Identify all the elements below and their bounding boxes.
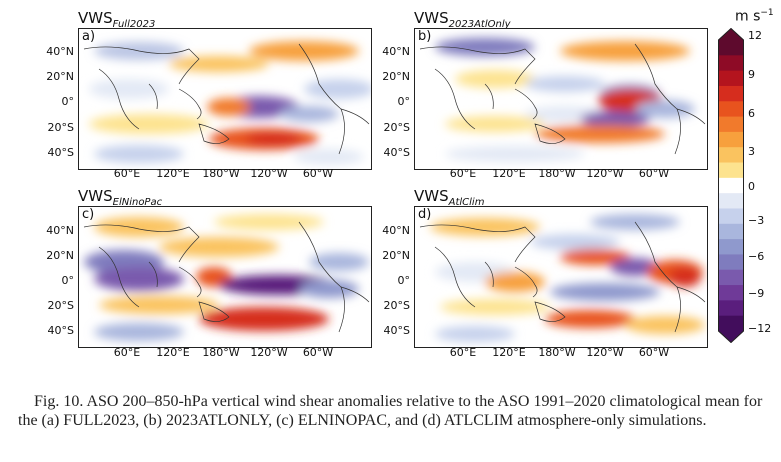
colorbar-segment <box>718 55 744 72</box>
colorbar-segment <box>718 254 744 271</box>
lat-label-40s-a: 40°S <box>47 146 74 159</box>
lon-label-60e-d: 60°E <box>449 346 477 359</box>
panel-b-title: VWS2023AtlOnly <box>414 9 511 30</box>
colorbar-unit: m s−1 <box>735 8 774 25</box>
panel-d-map: d) <box>414 206 708 348</box>
lon-label-180w-c: 180°W <box>202 346 240 359</box>
colorbar-tick-3: 3 <box>748 145 755 158</box>
colorbar-outline <box>718 28 744 343</box>
colorbar-tick-neg12: −12 <box>748 322 772 335</box>
colorbar-tick-neg6: −6 <box>748 250 765 263</box>
colorbar-segment <box>718 85 744 102</box>
colorbar-segment <box>718 300 744 317</box>
panel-c-title: VWSElNinoPac <box>78 187 163 208</box>
colorbar-tick-neg9: −9 <box>748 287 765 300</box>
lat-label-eq-b: 0° <box>397 95 411 108</box>
lon-label-120e-a: 120°E <box>156 167 190 180</box>
lat-label-20n-a: 20°N <box>46 70 74 83</box>
panel-a-title: VWSFull2023 <box>78 9 156 30</box>
lon-label-60w-d: 60°W <box>638 346 670 359</box>
colorbar-segment <box>718 208 744 225</box>
lat-label-40n-b: 40°N <box>382 45 410 58</box>
colorbar-tick-6: 6 <box>748 107 755 120</box>
lat-label-40n-c: 40°N <box>46 224 74 237</box>
lon-label-120e-d: 120°E <box>492 346 526 359</box>
caption-text: Fig. 10. ASO 200–850-hPa vertical wind s… <box>18 393 763 429</box>
panel-b-letter: b) <box>418 29 432 44</box>
lon-label-60e-a: 60°E <box>113 167 141 180</box>
colorbar-segment <box>718 177 744 194</box>
panel-a-letter: a) <box>82 29 96 44</box>
lat-label-20s-c: 20°S <box>47 299 74 312</box>
colorbar-segment <box>718 40 744 56</box>
panel-c-map: c) <box>78 206 372 348</box>
shear-anomaly-map-c <box>83 214 370 341</box>
colorbar-segment <box>718 147 744 164</box>
colorbar-segment <box>718 131 744 148</box>
colorbar-segment <box>718 193 744 209</box>
lat-label-40s-c: 40°S <box>47 324 74 337</box>
lat-label-20n-d: 20°N <box>382 249 410 262</box>
colorbar-tick-0: 0 <box>748 180 755 193</box>
colorbar-tick-neg3: −3 <box>748 214 765 227</box>
lat-label-20s-b: 20°S <box>383 121 410 134</box>
lat-label-eq-a: 0° <box>61 95 75 108</box>
lon-label-180w-d: 180°W <box>538 346 576 359</box>
colorbar-segment <box>718 101 744 118</box>
lat-label-eq-c: 0° <box>61 274 75 287</box>
colorbar-segment <box>718 116 744 133</box>
lat-label-20n-b: 20°N <box>382 70 410 83</box>
lat-label-20s-d: 20°S <box>383 299 410 312</box>
lat-label-40s-d: 40°S <box>383 324 410 337</box>
lat-label-20n-c: 20°N <box>46 249 74 262</box>
colorbar-segment <box>718 315 744 332</box>
lon-label-60e-b: 60°E <box>449 167 477 180</box>
lon-label-60w-b: 60°W <box>638 167 670 180</box>
colorbar-tick-9: 9 <box>748 68 755 81</box>
lat-label-eq-d: 0° <box>397 274 411 287</box>
lat-label-40n-d: 40°N <box>382 224 410 237</box>
lat-label-40s-b: 40°S <box>383 146 410 159</box>
colorbar-tick-12: 12 <box>748 29 762 42</box>
panel-c-letter: c) <box>82 207 95 222</box>
panel-b-map: b) <box>414 28 708 170</box>
colorbar-min-extension <box>718 331 744 343</box>
lon-label-180w-b: 180°W <box>538 167 576 180</box>
lon-label-60w-a: 60°W <box>302 167 334 180</box>
panel-a-map: a) <box>78 28 372 170</box>
lon-label-120w-a: 120°W <box>250 167 288 180</box>
shear-anomaly-map-b <box>419 38 706 162</box>
colorbar-segment <box>718 162 744 179</box>
colorbar-segment <box>718 285 744 301</box>
colorbar-max-extension <box>718 28 744 40</box>
lat-label-20s-a: 20°S <box>47 121 74 134</box>
lon-label-180w-a: 180°W <box>202 167 240 180</box>
colorbar-segment <box>718 223 744 240</box>
lon-label-60w-c: 60°W <box>302 346 334 359</box>
colorbar-segment <box>718 239 744 255</box>
figure-caption: Fig. 10. ASO 200–850-hPa vertical wind s… <box>18 392 763 430</box>
colorbar <box>718 28 744 343</box>
lon-label-120w-b: 120°W <box>586 167 624 180</box>
lat-label-40n-a: 40°N <box>46 45 74 58</box>
lon-label-120e-b: 120°E <box>492 167 526 180</box>
panel-d-title: VWSAtlClim <box>414 187 485 208</box>
colorbar-segment <box>718 269 744 286</box>
shear-anomaly-map-d <box>419 214 706 342</box>
lon-label-120w-c: 120°W <box>250 346 288 359</box>
panel-d-letter: d) <box>418 207 432 222</box>
lon-label-120w-d: 120°W <box>586 346 624 359</box>
colorbar-segment <box>718 70 744 87</box>
lon-label-60e-c: 60°E <box>113 346 141 359</box>
shear-anomaly-map-a <box>83 41 371 165</box>
lon-label-120e-c: 120°E <box>156 346 190 359</box>
